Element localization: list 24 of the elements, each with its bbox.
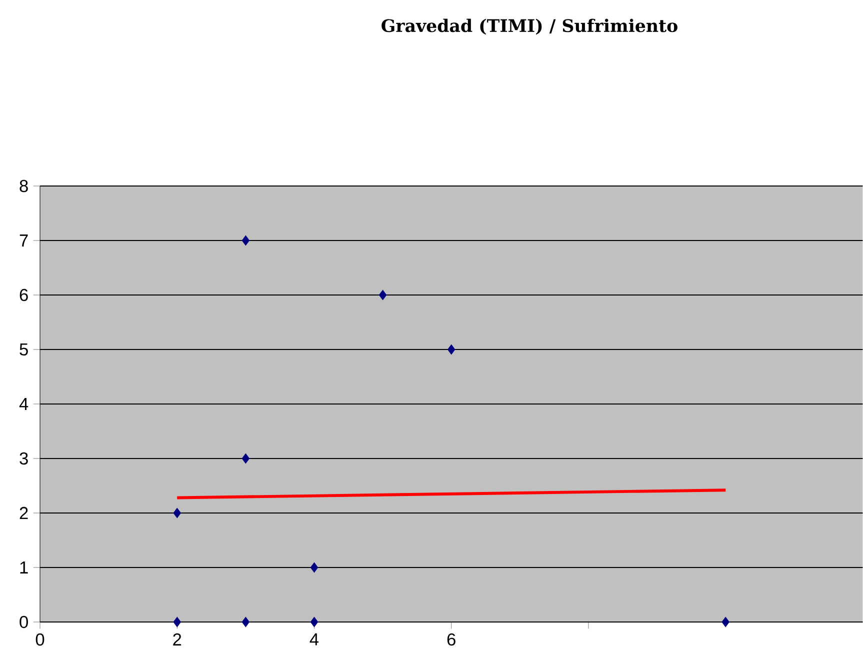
x-tick-label: 2 <box>173 633 182 646</box>
y-tick-label: 3 <box>20 452 28 465</box>
y-tick-label: 4 <box>19 398 28 410</box>
chart-title: Gravedad (TIMI) / Sufrimiento <box>382 18 678 35</box>
x-tick-label: 6 <box>447 633 456 646</box>
y-tick-label: 6 <box>20 288 28 302</box>
point <box>310 562 318 573</box>
point <box>173 616 181 628</box>
y-tick-label: 2 <box>20 506 28 520</box>
point <box>173 508 181 518</box>
point <box>242 235 250 246</box>
y-tick-label: 8 <box>20 180 28 192</box>
y-tick-label: 7 <box>20 234 28 246</box>
point <box>310 616 318 628</box>
y-tick-label: 5 <box>20 343 28 356</box>
x-tick-label: 4 <box>310 633 319 646</box>
x-tick-label: 0 <box>36 633 44 646</box>
y-tick-label: 1 <box>20 562 28 574</box>
point <box>242 453 250 464</box>
point <box>378 290 387 300</box>
point <box>447 344 456 355</box>
point <box>722 616 730 628</box>
y-tick-label: 0 <box>20 616 28 628</box>
point <box>242 616 250 628</box>
